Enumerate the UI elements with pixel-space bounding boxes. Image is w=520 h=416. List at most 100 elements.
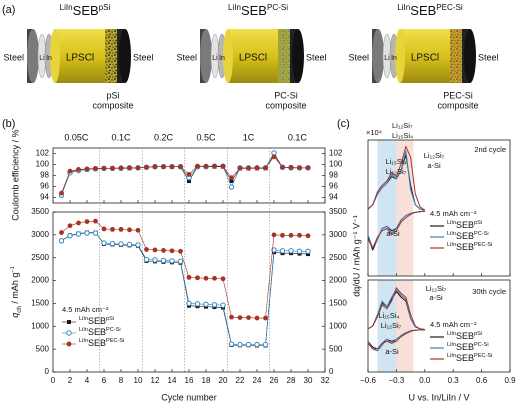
- y2-tick-label: 500: [329, 344, 343, 353]
- panel-label: (c): [337, 118, 350, 130]
- marker: [66, 341, 72, 347]
- schematic-title-part: SEB: [410, 3, 436, 18]
- y-axis-label: dq/dU / mAh g⁻¹ V⁻¹: [351, 215, 361, 297]
- x-tick-label: 2: [68, 376, 73, 385]
- x-tick-label: 10: [134, 376, 143, 385]
- electrolyte-face: [395, 29, 405, 83]
- electrolyte-face: [50, 29, 60, 83]
- marker: [161, 164, 166, 170]
- y-tick-label: 0: [45, 367, 50, 376]
- marker: [194, 301, 201, 307]
- composite-label: pSi: [106, 90, 119, 100]
- marker: [93, 165, 98, 171]
- annotation: Li₁₅Si₄: [385, 157, 406, 166]
- steel-disc-face: [119, 29, 131, 83]
- x-tick-label: −0.6: [360, 376, 376, 385]
- marker: [169, 248, 175, 254]
- marker: [280, 232, 285, 238]
- legend-label-part: SEB: [88, 316, 106, 326]
- legend-label-part: PEC-Si: [474, 242, 492, 248]
- label: Steel: [176, 52, 197, 62]
- marker: [246, 165, 251, 171]
- shaded-range: [377, 140, 397, 276]
- annotation: 4.5 mAh cm⁻²: [430, 209, 477, 218]
- marker: [229, 314, 234, 320]
- y2-tick-label: 94: [329, 193, 338, 202]
- marker: [58, 238, 65, 244]
- legend-label-part: LiIn: [79, 316, 88, 322]
- marker: [109, 240, 116, 247]
- x-tick-label: 0.6: [476, 376, 488, 385]
- x-tick-label: 4: [85, 376, 90, 385]
- marker: [211, 302, 218, 308]
- marker: [152, 247, 158, 253]
- marker: [152, 257, 158, 263]
- annotation: Li₁₂Si₇: [386, 167, 407, 176]
- annotation: 4.5 mAh cm⁻²: [62, 305, 109, 314]
- legend-label-part: SEB: [88, 338, 106, 348]
- legend-label: LiInSEBPEC-Si: [447, 242, 492, 252]
- marker: [296, 248, 303, 255]
- marker: [144, 164, 149, 170]
- marker: [212, 275, 217, 281]
- legend-label: LiInSEBPEC-Si: [79, 338, 124, 348]
- marker: [228, 184, 235, 190]
- marker: [101, 240, 107, 246]
- y-tick-label: 100: [36, 160, 50, 169]
- marker: [118, 165, 124, 171]
- electrolyte: [400, 29, 450, 83]
- marker: [161, 248, 166, 253]
- marker: [203, 301, 209, 308]
- marker: [75, 231, 82, 237]
- x-tick-label: 8: [119, 376, 124, 385]
- legend-label-part: SEB: [456, 220, 474, 230]
- legend-label: LiInSEBPEC-Si: [447, 353, 492, 363]
- marker: [178, 248, 183, 254]
- marker: [118, 241, 124, 247]
- y2-tick-label: 2000: [329, 276, 347, 285]
- marker: [297, 232, 302, 238]
- annotation: Li₁₂Si₇: [392, 121, 413, 130]
- x-tick-label: 20: [219, 376, 228, 385]
- legend-label-part: SEB: [456, 353, 474, 363]
- composite: [105, 29, 117, 83]
- marker: [305, 248, 311, 255]
- marker: [271, 232, 277, 238]
- marker: [67, 168, 73, 174]
- legend-label-part: SEB: [456, 231, 474, 241]
- marker: [245, 341, 252, 348]
- label: Steel: [3, 52, 24, 62]
- x-tick-label: 22: [236, 376, 245, 385]
- marker: [59, 230, 64, 235]
- data-line: [367, 329, 425, 350]
- annotation: 30th cycle: [472, 287, 506, 296]
- composite-label: composite: [437, 100, 478, 110]
- marker: [135, 242, 141, 248]
- rate-label: 1C: [243, 132, 255, 142]
- marker: [220, 163, 226, 169]
- composite-label: PC-Si: [274, 90, 298, 100]
- marker: [144, 247, 149, 252]
- annotation: Li₁₂Si₇: [381, 321, 402, 330]
- x-tick-label: 12: [151, 376, 160, 385]
- marker: [229, 175, 234, 181]
- marker: [195, 275, 200, 281]
- schematic-title: LiInSEBPC-Si: [228, 3, 288, 19]
- marker: [76, 220, 81, 226]
- y2-tick-label: 96: [329, 182, 338, 191]
- label: In: [219, 55, 225, 62]
- marker: [67, 223, 73, 229]
- marker: [297, 165, 302, 171]
- plot-frame: [367, 139, 511, 277]
- x-tick-label: 32: [321, 376, 330, 385]
- marker: [254, 341, 260, 348]
- data-line: [367, 210, 425, 249]
- electrolyte: [228, 29, 278, 83]
- marker: [135, 165, 141, 171]
- y2-tick-label: 0: [329, 367, 334, 376]
- y-tick-label: 102: [36, 149, 50, 158]
- x-tick-label: 14: [168, 376, 177, 385]
- y2-tick-label: 1500: [329, 299, 347, 308]
- label: Li: [39, 55, 45, 62]
- marker: [263, 165, 268, 171]
